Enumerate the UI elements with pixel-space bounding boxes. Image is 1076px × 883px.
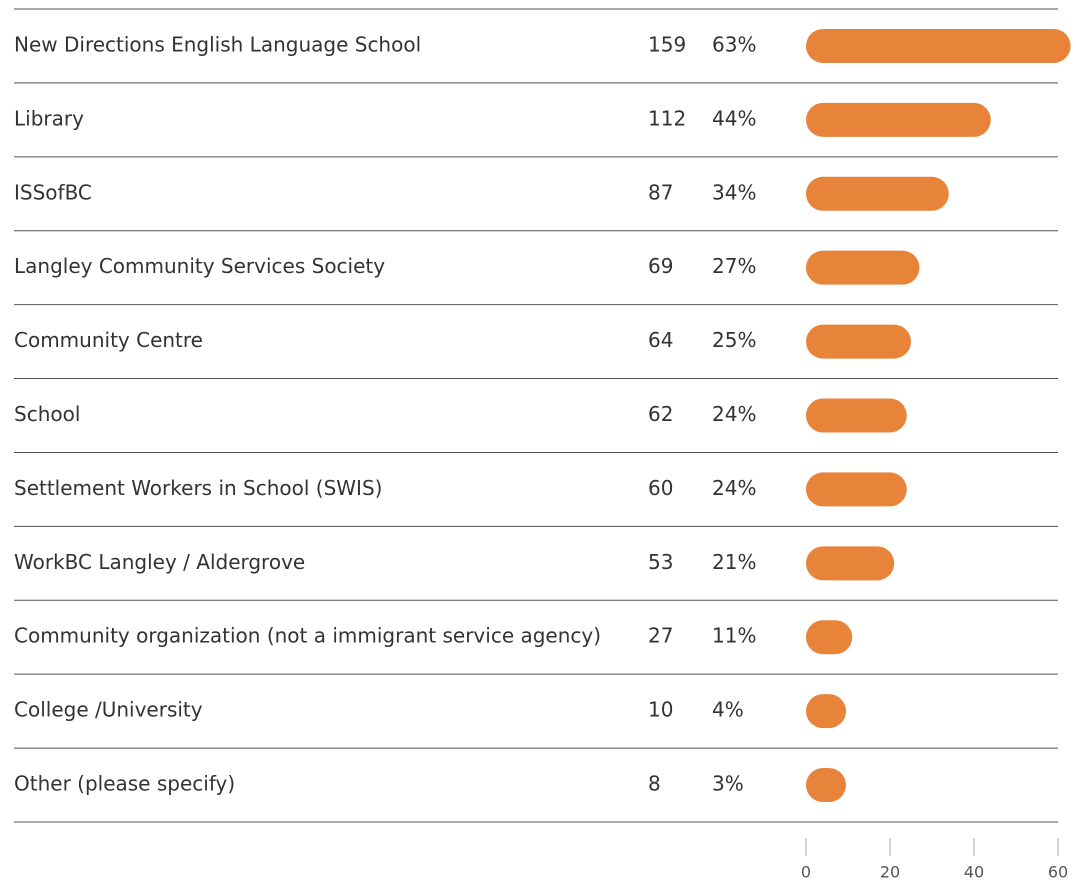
category-label: School [14,402,80,426]
bar [806,620,853,655]
bar [806,768,846,803]
percent-label: 27% [712,254,756,278]
count-label: 159 [648,32,686,56]
percent-label: 63% [712,32,756,56]
count-label: 8 [648,772,661,796]
percent-label: 4% [712,698,744,722]
bar [806,694,846,729]
count-label: 53 [648,550,673,574]
percent-label: 44% [712,106,756,130]
category-label: Library [14,106,84,130]
category-label: ISSofBC [14,180,92,204]
category-label: Settlement Workers in School (SWIS) [14,476,382,500]
count-label: 60 [648,476,673,500]
count-label: 62 [648,402,673,426]
bar [806,546,895,581]
bar [806,324,911,359]
x-tick-label: 0 [801,863,811,882]
percent-label: 21% [712,550,756,574]
category-label: College /University [14,698,203,722]
bar [806,472,907,507]
category-label: Community Centre [14,328,203,352]
category-label: WorkBC Langley / Aldergrove [14,550,305,574]
category-label: Langley Community Services Society [14,254,385,278]
category-label: Other (please specify) [14,772,235,796]
category-label: Community organization (not a immigrant … [14,624,601,648]
percent-label: 34% [712,180,756,204]
count-label: 10 [648,698,673,722]
count-label: 112 [648,106,686,130]
x-tick-label: 60 [1048,863,1068,882]
bar [806,102,991,137]
percent-label: 25% [712,328,756,352]
bar [806,176,949,211]
count-label: 69 [648,254,673,278]
x-tick-label: 40 [964,863,984,882]
percent-label: 24% [712,402,756,426]
percent-label: 3% [712,772,744,796]
bar [806,28,1071,63]
count-label: 27 [648,624,673,648]
percent-label: 24% [712,476,756,500]
count-label: 87 [648,180,673,204]
category-label: New Directions English Language School [14,32,421,56]
x-tick-label: 20 [880,863,900,882]
bar [806,398,907,433]
bar [806,250,920,285]
percent-label: 11% [712,624,756,648]
count-label: 64 [648,328,673,352]
